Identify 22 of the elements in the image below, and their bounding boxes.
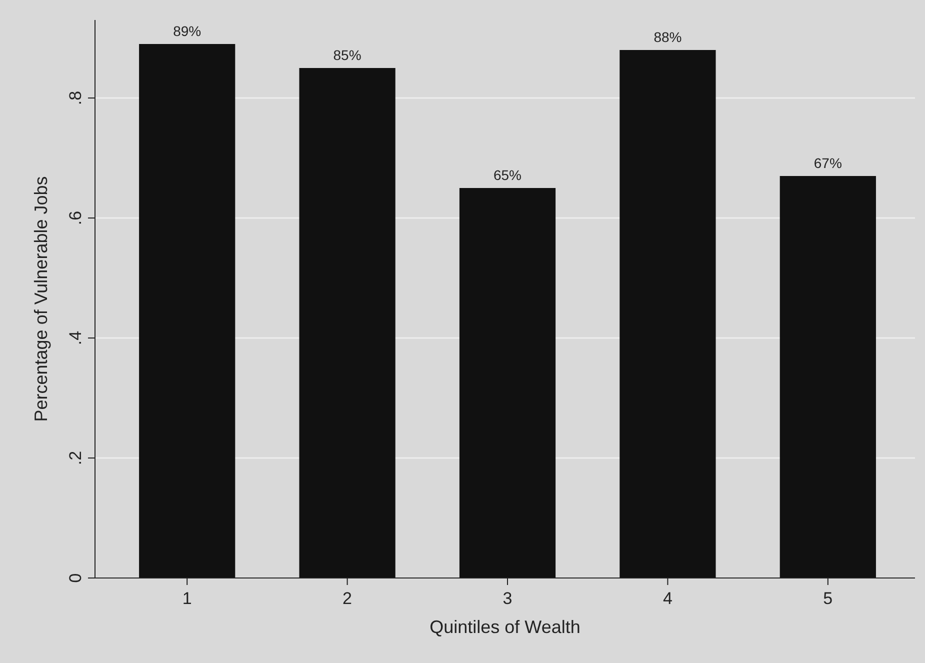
x-axis-title: Quintiles of Wealth [430, 617, 580, 637]
y-axis-title: Percentage of Vulnerable Jobs [31, 176, 51, 422]
data-label: 67% [814, 155, 842, 171]
bar [459, 188, 556, 578]
data-label: 89% [173, 23, 202, 39]
bar [780, 176, 876, 578]
data-label: 88% [654, 29, 682, 45]
data-label: 65% [493, 167, 522, 183]
bar [299, 68, 396, 578]
y-tick-label: 0 [66, 573, 85, 583]
x-tick-label: 3 [502, 589, 512, 608]
y-tick-label: .2 [66, 450, 85, 466]
x-tick-label: 1 [182, 589, 192, 608]
y-tick-label: .6 [66, 210, 85, 226]
bar [620, 50, 716, 578]
y-tick-label: .4 [66, 330, 85, 346]
y-tick-label: .8 [66, 90, 85, 106]
x-tick-label: 4 [662, 589, 672, 608]
bar [139, 44, 236, 578]
data-label: 85% [333, 47, 362, 63]
x-tick-label: 5 [823, 589, 833, 608]
x-tick-label: 2 [342, 589, 352, 608]
